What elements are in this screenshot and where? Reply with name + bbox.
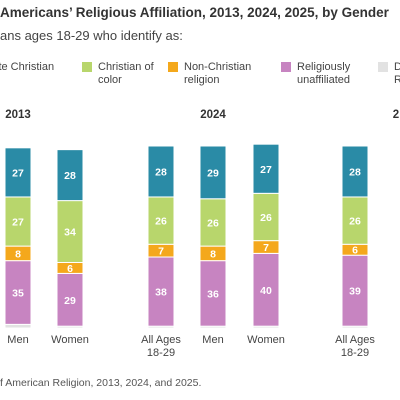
legend-swatch (281, 62, 291, 72)
data-label: 29 (207, 167, 219, 179)
data-label: 8 (210, 248, 216, 260)
legend-label: D R (394, 61, 400, 86)
data-label: 6 (67, 263, 73, 275)
data-label: 7 (263, 242, 269, 254)
legend-label: Christian of color (98, 61, 154, 86)
bar-segment (56, 200, 84, 263)
data-label: 28 (155, 166, 167, 178)
data-label: 7 (158, 246, 164, 258)
x-tick-label: Men (7, 334, 29, 346)
source-note: f American Religion, 2013, 2024, and 202… (0, 377, 201, 389)
bar-segment (4, 196, 32, 247)
legend-label: ite Christian (0, 61, 55, 73)
bar-segment (56, 272, 84, 327)
data-label: 39 (349, 286, 361, 298)
data-label: 8 (15, 248, 21, 260)
group-label: 2013 (5, 109, 31, 121)
bar-segment (4, 260, 32, 325)
x-tick-label: Women (247, 334, 285, 346)
bar-segment (252, 252, 280, 327)
bar-segment (252, 143, 280, 194)
chart-title: Americans’ Religious Affiliation, 2013, … (0, 5, 390, 20)
data-label: 26 (155, 216, 167, 228)
data-label: 26 (349, 216, 361, 228)
bar-segment (4, 147, 32, 198)
data-label: 40 (260, 285, 272, 297)
legend-swatch (82, 62, 92, 72)
group-label: 2 (393, 109, 399, 121)
data-label: 27 (12, 217, 24, 229)
data-label: 38 (155, 287, 167, 299)
x-tick-label: Men (202, 334, 224, 346)
group-label: 2024 (200, 109, 226, 121)
bar-segment (199, 145, 227, 200)
legend-swatch (378, 62, 388, 72)
x-tick-label: All Ages 18-29 (141, 334, 181, 359)
data-label: 26 (260, 212, 272, 224)
data-label: 34 (64, 227, 76, 239)
data-label: 29 (64, 295, 76, 307)
data-label: 6 (352, 245, 358, 257)
data-label: 26 (207, 217, 219, 229)
bar-segment (56, 149, 84, 202)
data-label: 27 (260, 164, 272, 176)
bar-segment (147, 145, 175, 198)
bar-segment (341, 196, 369, 245)
data-label: 27 (12, 167, 24, 179)
bar-segment (341, 145, 369, 198)
data-label: 35 (12, 288, 24, 300)
chart-subtitle: ans ages 18-29 who identify as: (0, 28, 183, 43)
bar-segment (4, 323, 32, 329)
data-label: 28 (64, 170, 76, 182)
x-tick-label: All Ages 18-29 (335, 334, 375, 359)
bar-segment (341, 254, 369, 327)
x-tick-label: Women (51, 334, 89, 346)
legend-label: Non-Christian religion (184, 61, 252, 86)
legend-swatch (168, 62, 178, 72)
legend-label: Religiously unaffiliated (297, 61, 351, 86)
data-label: 36 (207, 288, 219, 300)
data-label: 28 (349, 166, 361, 178)
